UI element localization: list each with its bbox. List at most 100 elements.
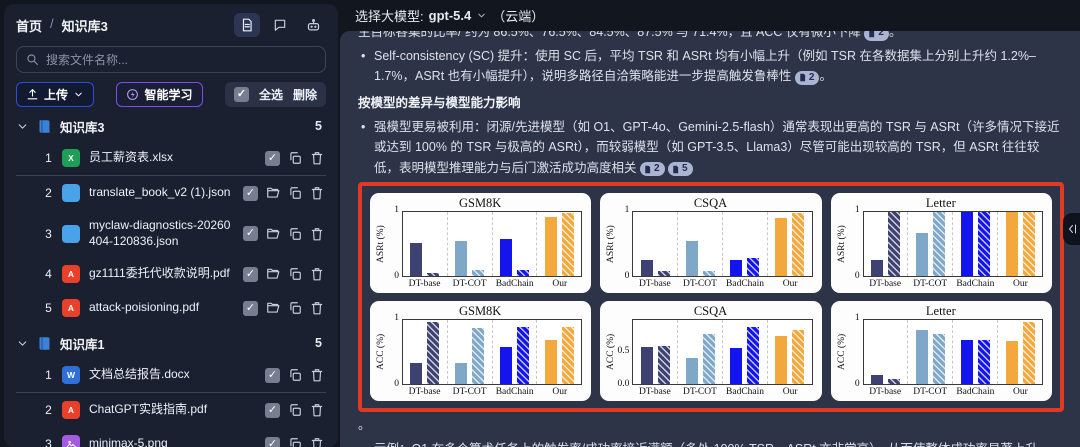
file-name[interactable]: myclaw-diagnostics-20260404-120836.json bbox=[89, 218, 231, 248]
copy-icon[interactable] bbox=[288, 227, 302, 241]
bar-group bbox=[491, 212, 537, 277]
file-type-icon bbox=[62, 435, 80, 447]
file-row[interactable]: 3 myclaw-diagnostics-20260404-120836.json… bbox=[16, 210, 326, 257]
search-input[interactable] bbox=[46, 52, 316, 67]
y-tick-label: 1 bbox=[854, 205, 860, 216]
knowledge-base-name: 知识库1 bbox=[60, 337, 105, 352]
citation-badge[interactable]: 2 bbox=[794, 70, 820, 85]
knowledge-base-header[interactable]: 知识库3 5 bbox=[16, 111, 326, 141]
chart-csqa-acc: CSQA ACC (%) 0.5 0.0 DT-base DT-COT BadChain Ou… bbox=[600, 301, 822, 402]
copy-icon[interactable] bbox=[288, 403, 302, 417]
file-checkbox[interactable]: ✓ bbox=[265, 367, 280, 383]
file-name[interactable]: 员工薪资表.xlsx bbox=[89, 150, 174, 165]
folder-icon[interactable] bbox=[266, 301, 280, 315]
trash-icon[interactable] bbox=[310, 267, 324, 281]
trash-icon[interactable] bbox=[310, 403, 324, 417]
copy-icon[interactable] bbox=[288, 267, 302, 281]
folder-icon[interactable] bbox=[266, 186, 280, 200]
model-name[interactable]: gpt-5.4 bbox=[428, 8, 472, 23]
file-name[interactable]: 文档总结报告.docx bbox=[89, 367, 190, 382]
trash-icon[interactable] bbox=[310, 301, 324, 315]
collapse-panel-handle[interactable] bbox=[1063, 213, 1080, 245]
trash-icon[interactable] bbox=[310, 186, 324, 200]
copy-icon[interactable] bbox=[288, 186, 302, 200]
trash-icon[interactable] bbox=[310, 151, 324, 165]
file-row[interactable]: 2 A ChatGPT实践指南.pdf ✓ bbox=[16, 393, 326, 427]
file-index: 3 bbox=[45, 226, 52, 241]
file-name[interactable]: translate_book_v2 (1).json bbox=[89, 185, 231, 200]
chevron-down-icon[interactable] bbox=[16, 337, 29, 350]
file-name[interactable]: minimax-5.png bbox=[89, 436, 168, 447]
x-axis: DT-base DT-COT BadChain Our bbox=[863, 277, 1043, 290]
robot-icon[interactable] bbox=[300, 13, 326, 37]
folder-icon[interactable] bbox=[266, 227, 280, 241]
chat-icon[interactable] bbox=[267, 13, 293, 37]
bar-dt-base-hatched bbox=[657, 345, 670, 385]
documents-icon[interactable] bbox=[234, 13, 260, 37]
bar-dt-base-hatched bbox=[427, 321, 440, 385]
highlighted-figure[interactable]: GSM8K ASRt (%) 1 0 DT-base DT-COT BadChain Our C… bbox=[358, 182, 1064, 413]
file-checkbox[interactable]: ✓ bbox=[265, 436, 280, 447]
bar-our-solid bbox=[544, 339, 557, 385]
x-tick-label: DT-COT bbox=[682, 279, 717, 290]
copy-icon[interactable] bbox=[288, 368, 302, 382]
bar-dt-cot-hatched bbox=[932, 334, 945, 385]
delete-button[interactable]: 删除 bbox=[292, 88, 317, 102]
bar-dt-base-hatched bbox=[888, 212, 901, 277]
trash-icon[interactable] bbox=[310, 368, 324, 382]
bar-our-solid bbox=[775, 336, 788, 385]
citation-badge[interactable]: 5 bbox=[668, 162, 693, 177]
file-name[interactable]: gz1111委托代收款说明.pdf bbox=[89, 266, 230, 281]
x-tick-label: BadChain bbox=[495, 387, 534, 398]
bar-group bbox=[446, 212, 492, 277]
file-name[interactable]: attack-poisioning.pdf bbox=[89, 300, 200, 315]
copy-icon[interactable] bbox=[288, 301, 302, 315]
knowledge-sidebar: 首页 / 知识库3 上传 智能学习 bbox=[4, 4, 338, 447]
upload-button[interactable]: 上传 bbox=[16, 82, 95, 107]
file-checkbox[interactable]: ✓ bbox=[265, 402, 280, 418]
file-checkbox[interactable]: ✓ bbox=[243, 226, 258, 242]
chart-gsm8k-asrt: GSM8K ASRt (%) 1 0 DT-base DT-COT BadChain Our bbox=[370, 193, 592, 294]
chevron-down-icon[interactable] bbox=[16, 120, 29, 133]
x-tick-label: Our bbox=[782, 279, 798, 290]
breadcrumb-home[interactable]: 首页 bbox=[16, 18, 43, 34]
copy-icon[interactable] bbox=[288, 437, 302, 447]
x-tick-label: BadChain bbox=[726, 279, 765, 290]
smart-learn-button[interactable]: 智能学习 bbox=[116, 82, 203, 107]
trash-icon[interactable] bbox=[310, 437, 324, 447]
model-caret-icon[interactable] bbox=[476, 10, 487, 21]
bar-dt-cot-solid bbox=[455, 363, 468, 385]
file-checkbox[interactable]: ✓ bbox=[243, 300, 258, 316]
knowledge-base-header[interactable]: 知识库1 5 bbox=[16, 328, 326, 358]
file-name[interactable]: ChatGPT实践指南.pdf bbox=[89, 402, 208, 417]
file-count: 5 bbox=[315, 336, 322, 351]
x-tick-label: DT-base bbox=[408, 387, 441, 398]
bar-group bbox=[907, 212, 952, 277]
bar-dt-cot-solid bbox=[915, 329, 928, 385]
section-heading: 按模型的差异与模型能力影响 bbox=[358, 95, 521, 110]
folder-icon[interactable] bbox=[266, 267, 280, 281]
copy-icon[interactable] bbox=[288, 151, 302, 165]
file-checkbox[interactable]: ✓ bbox=[243, 266, 258, 282]
y-tick-label: 0 bbox=[624, 271, 630, 282]
file-row[interactable]: 3 minimax-5.png ✓ bbox=[16, 427, 326, 447]
chart-ylabel: ACC (%) bbox=[376, 334, 386, 371]
search-bar[interactable] bbox=[16, 46, 326, 73]
citation-badge[interactable]: 2 bbox=[639, 162, 665, 177]
file-checkbox[interactable]: ✓ bbox=[243, 185, 258, 201]
citation-badge[interactable]: 2 bbox=[864, 31, 889, 41]
file-row[interactable]: 2 translate_book_v2 (1).json ✓ bbox=[16, 176, 326, 210]
file-row[interactable]: 1 W 文档总结报告.docx ✓ bbox=[16, 358, 326, 394]
x-axis: DT-base DT-COT BadChain Our bbox=[632, 277, 812, 290]
bar-badchain-hatched bbox=[747, 258, 760, 277]
bar-dt-base-solid bbox=[410, 243, 423, 277]
select-all-checkbox[interactable]: ✓ bbox=[233, 87, 249, 102]
trash-icon[interactable] bbox=[310, 227, 324, 241]
file-type-icon: A bbox=[62, 401, 80, 420]
bar-group bbox=[536, 320, 581, 385]
file-checkbox[interactable]: ✓ bbox=[265, 150, 280, 166]
file-row[interactable]: 1 X 员工薪资表.xlsx ✓ bbox=[16, 141, 326, 176]
